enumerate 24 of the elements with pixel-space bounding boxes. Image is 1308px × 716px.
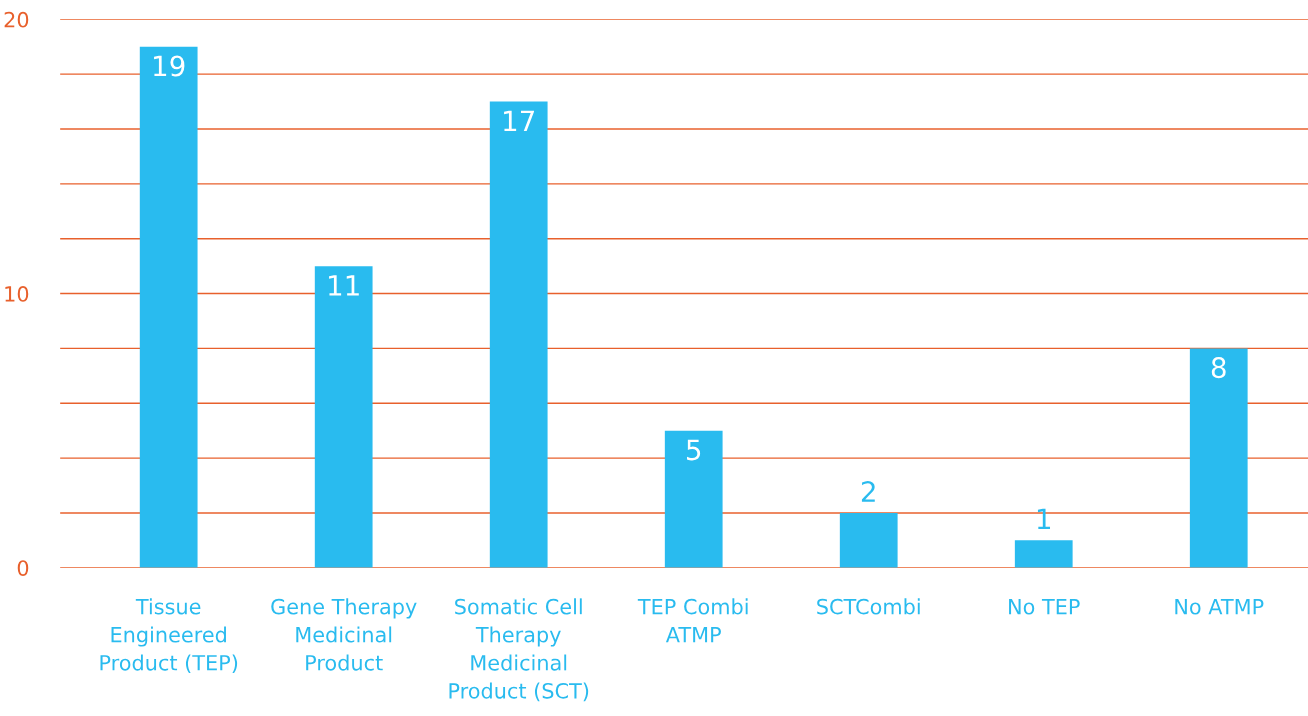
x-tick-label: Gene Therapy Medicinal Product	[271, 598, 417, 671]
bar	[139, 46, 198, 568]
data-label: 11	[329, 275, 359, 296]
data-label: 17	[504, 110, 534, 131]
x-tick-label: Somatic Cell Therapy Medicinal Product (SCT)	[449, 598, 589, 702]
bar	[489, 101, 548, 568]
bar	[314, 266, 373, 568]
bar	[1189, 348, 1248, 568]
data-label: 8	[1211, 357, 1226, 379]
bar	[1014, 540, 1073, 568]
data-label: 2	[861, 481, 875, 502]
y-tick-label: 10	[5, 286, 29, 302]
y-tick-label: 0	[17, 560, 29, 576]
bar	[664, 430, 723, 568]
x-tick-label: TEP Combi ATMP	[637, 598, 748, 643]
x-tick-label: SCTCombi	[817, 598, 920, 615]
x-tick-label: Tissue Engineered Product (TEP)	[100, 598, 238, 674]
data-label: 1	[1037, 508, 1050, 530]
data-label: 19	[154, 55, 185, 77]
x-tick-label: No TEP	[1009, 598, 1080, 615]
data-label: 5	[687, 439, 701, 461]
bar	[839, 512, 898, 568]
y-tick-label: 20	[4, 11, 29, 28]
x-tick-label: No ATMP	[1175, 598, 1264, 615]
